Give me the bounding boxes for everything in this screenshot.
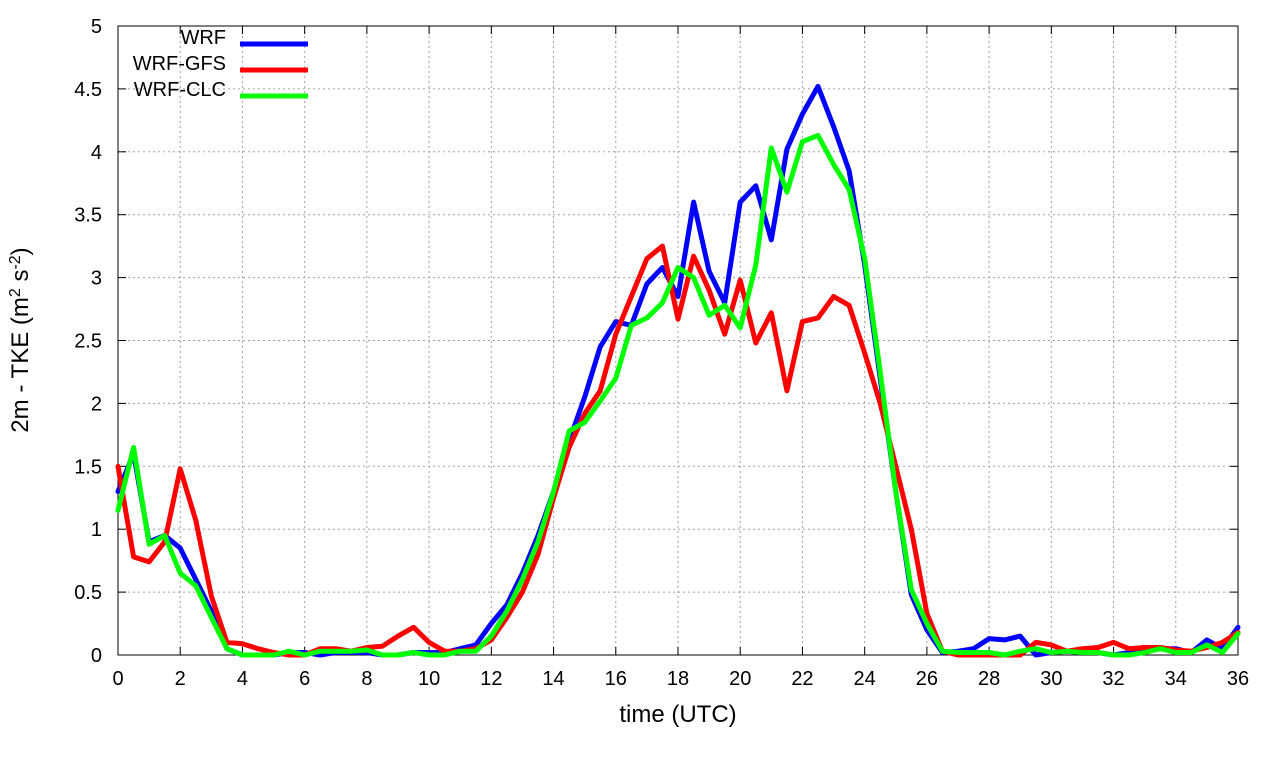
- x-tick-label: 0: [112, 668, 123, 690]
- legend-label-wrf-gfs: WRF-GFS: [133, 53, 226, 75]
- y-tick-label: 2.5: [74, 331, 102, 353]
- x-tick-label: 2: [175, 668, 186, 690]
- y-tick-label: 3: [91, 268, 102, 290]
- x-tick-label: 18: [667, 668, 689, 690]
- x-tick-label: 10: [418, 668, 440, 690]
- legend-label-wrf: WRF: [180, 27, 226, 49]
- y-tick-label: 5: [91, 16, 102, 38]
- x-tick-label: 28: [978, 668, 1000, 690]
- x-tick-label: 12: [480, 668, 502, 690]
- y-tick-label: 3.5: [74, 205, 102, 227]
- axis-ticks: 0 2 4 6 8 10 12 14 16 18 20 22 24 26 28 30 32 34 3600.511.…: [74, 16, 1249, 690]
- y-axis-title: 2m - TKE (m2 s-2): [7, 247, 34, 432]
- series-lines: [115, 83, 1241, 658]
- x-tick-label: 4: [237, 668, 248, 690]
- y-tick-label: 1: [91, 519, 102, 541]
- x-tick-label: 14: [542, 668, 564, 690]
- y-axis-title-sup1: 2: [7, 288, 24, 297]
- x-tick-label: 26: [916, 668, 938, 690]
- legend-label-wrf-clc: WRF-CLC: [134, 79, 226, 101]
- x-tick-label: 30: [1040, 668, 1062, 690]
- series-line-wrf-gfs: [115, 243, 1241, 658]
- y-axis-title-sup2: -2: [7, 255, 24, 269]
- series-line-wrf-clc: [115, 132, 1241, 658]
- x-tick-label: 8: [361, 668, 372, 690]
- x-tick-label: 6: [299, 668, 310, 690]
- y-tick-label: 0: [91, 645, 102, 667]
- y-tick-label: 1.5: [74, 456, 102, 478]
- y-axis-title-mid: s: [7, 270, 34, 289]
- x-tick-label: 20: [729, 668, 751, 690]
- y-tick-label: 4.5: [74, 79, 102, 101]
- x-tick-label: 24: [854, 668, 876, 690]
- y-axis-title-end: ): [7, 247, 34, 255]
- legend: WRF WRF-GFS WRF-CLC: [133, 27, 308, 101]
- y-tick-label: 0.5: [74, 582, 102, 604]
- x-tick-label: 32: [1102, 668, 1124, 690]
- x-tick-label: 34: [1165, 668, 1187, 690]
- y-tick-label: 2: [91, 393, 102, 415]
- grid-lines: [118, 26, 1238, 655]
- x-axis-title: time (UTC): [619, 701, 736, 728]
- x-tick-label: 22: [791, 668, 813, 690]
- x-tick-label: 16: [605, 668, 627, 690]
- y-axis-title-main: 2m - TKE (m: [7, 297, 34, 433]
- y-tick-label: 4: [91, 142, 102, 164]
- x-tick-label: 36: [1227, 668, 1249, 690]
